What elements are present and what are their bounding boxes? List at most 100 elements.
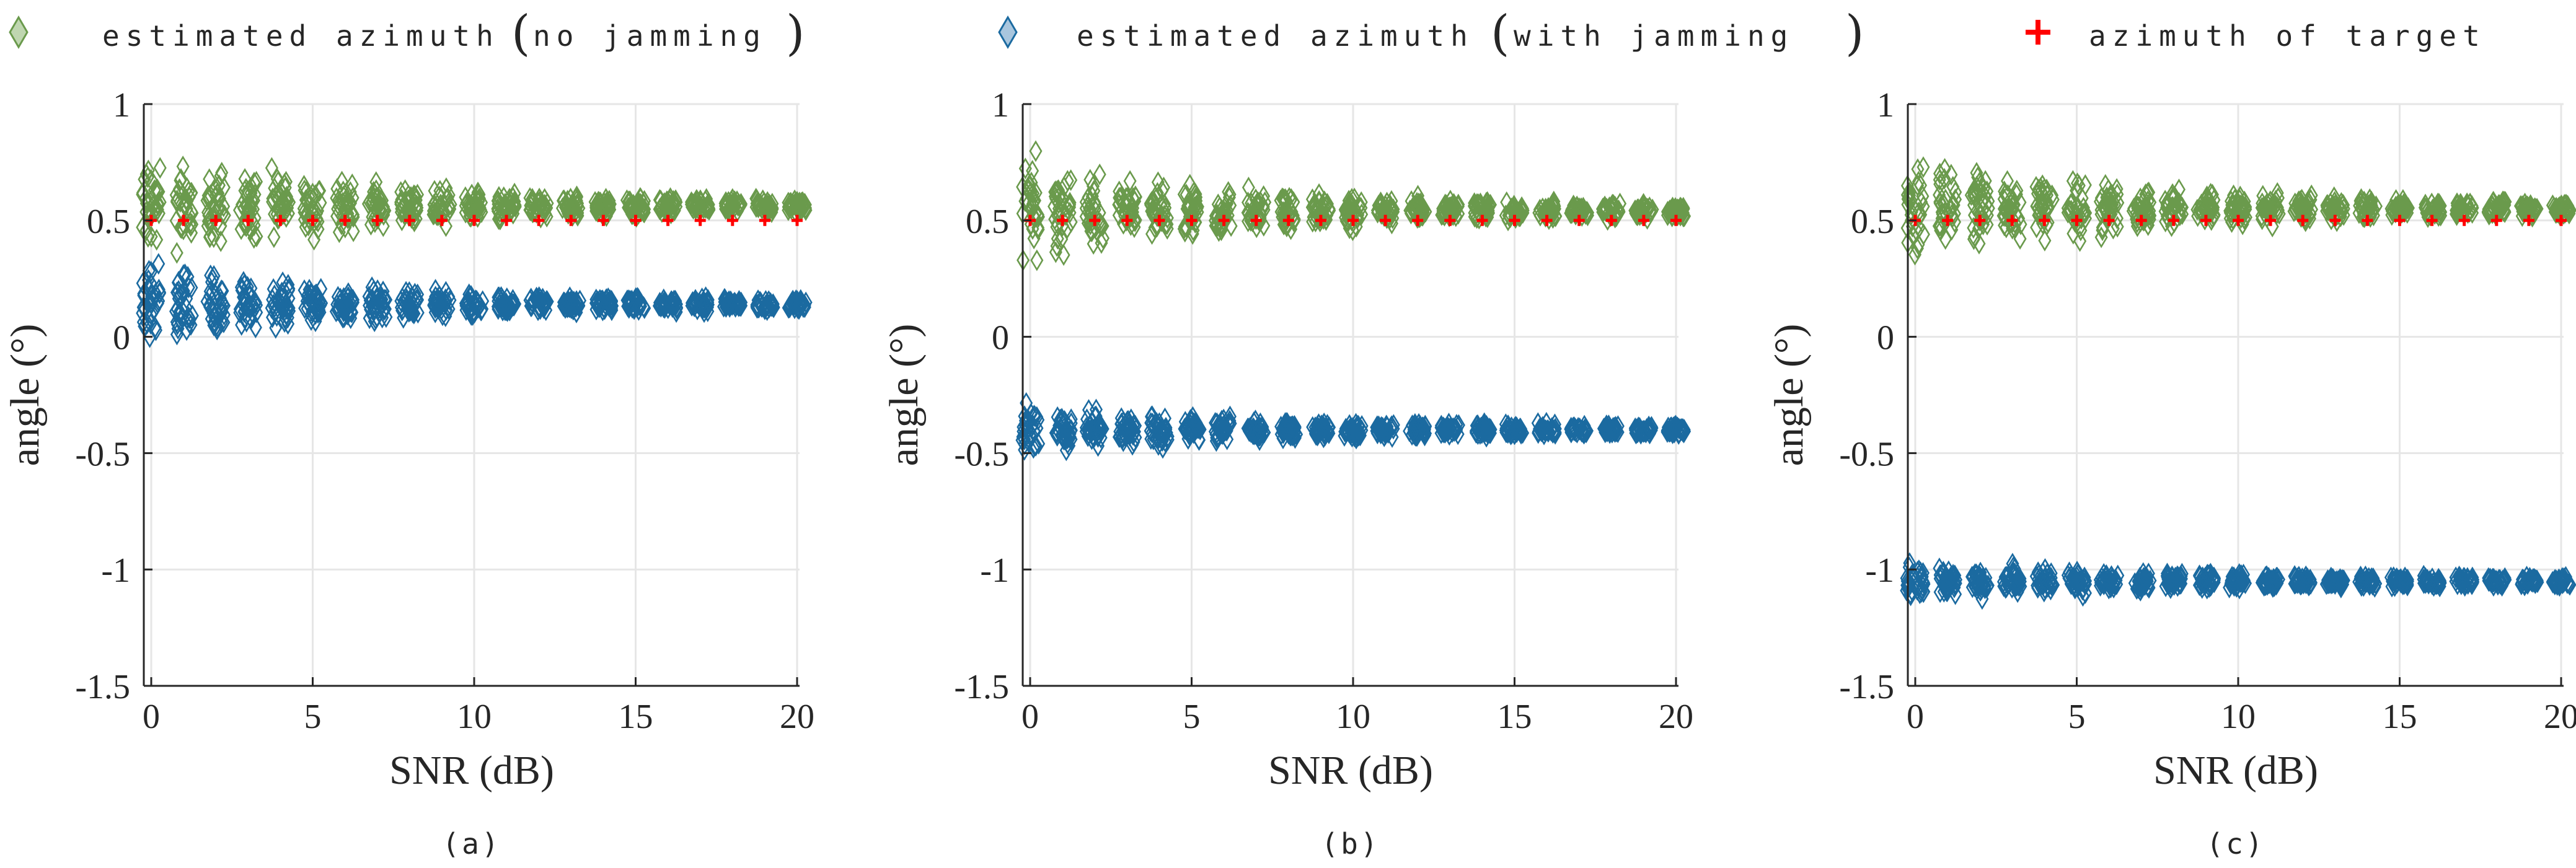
- data-point-diamond: [2030, 195, 2044, 217]
- data-point-diamond: [2291, 197, 2305, 219]
- data-point-diamond: [1063, 196, 1077, 218]
- data-point-diamond: [1611, 421, 1625, 444]
- data-point-diamond: [1975, 574, 1989, 597]
- data-point-diamond: [1374, 196, 1387, 219]
- data-point-diamond: [1967, 228, 1980, 250]
- data-point-diamond: [2552, 568, 2565, 590]
- data-point-diamond: [1535, 419, 1549, 442]
- y-tick-label: 1: [1877, 86, 1894, 125]
- data-point-diamond: [250, 226, 263, 248]
- data-point-diamond: [314, 191, 327, 214]
- data-point-diamond: [240, 196, 254, 218]
- data-point-diamond: [204, 264, 218, 287]
- data-point-diamond: [2266, 576, 2280, 598]
- legend-paren-open-no-jamming: (: [511, 6, 530, 61]
- data-point-diamond: [1215, 199, 1228, 221]
- x-axis-label: SNR (dB): [1268, 748, 1433, 793]
- data-point-diamond: [2071, 196, 2085, 219]
- data-point-diamond: [2387, 566, 2401, 589]
- data-point-diamond: [2097, 572, 2111, 594]
- data-point-diamond: [266, 306, 280, 328]
- data-point-diamond: [561, 196, 575, 218]
- x-tick-label: 20: [1659, 698, 1693, 736]
- data-point-diamond: [152, 278, 165, 300]
- data-point-diamond: [1021, 431, 1035, 453]
- data-point-diamond: [2365, 567, 2378, 589]
- data-point-diamond: [2385, 200, 2399, 222]
- data-point-diamond: [1384, 199, 1398, 222]
- data-point-diamond: [1436, 199, 1450, 222]
- data-point-diamond: [297, 175, 311, 197]
- data-point-diamond: [1095, 416, 1109, 439]
- data-point-diamond: [2030, 216, 2044, 239]
- data-point-diamond: [1284, 189, 1297, 211]
- data-point-diamond: [2195, 572, 2208, 595]
- data-point-diamond: [759, 296, 773, 318]
- data-point-diamond: [1051, 424, 1064, 447]
- data-point-diamond: [250, 301, 263, 323]
- data-point-diamond: [138, 315, 151, 338]
- data-point-target: [2233, 214, 2244, 226]
- data-point-diamond: [492, 290, 505, 312]
- data-point-diamond: [1161, 425, 1175, 447]
- x-tick-label: 20: [2544, 698, 2576, 736]
- data-point-diamond: [281, 279, 296, 302]
- data-point-diamond: [1354, 196, 1368, 219]
- data-point-diamond: [2207, 571, 2221, 594]
- data-point-diamond: [1661, 419, 1674, 442]
- data-point-diamond: [1243, 420, 1257, 442]
- data-point-diamond: [1970, 574, 1983, 597]
- data-point-diamond: [331, 198, 345, 220]
- data-point-target: [1250, 214, 1262, 226]
- data-point-target: [2362, 214, 2373, 226]
- data-point-diamond: [1181, 427, 1195, 450]
- data-point-diamond: [2097, 196, 2111, 218]
- data-point-diamond: [298, 279, 311, 301]
- data-point-diamond: [243, 283, 257, 305]
- data-point-diamond: [766, 293, 780, 315]
- data-point-diamond: [726, 193, 739, 216]
- data-point-target: [1380, 214, 1392, 226]
- data-point-diamond: [1085, 421, 1098, 444]
- data-point-diamond: [1029, 434, 1043, 457]
- data-point-diamond: [1223, 405, 1237, 427]
- data-point-diamond: [1912, 234, 1925, 256]
- data-point-diamond: [1631, 421, 1644, 444]
- data-point-diamond: [792, 198, 806, 220]
- data-point-diamond: [1017, 249, 1030, 271]
- data-point-diamond: [1600, 414, 1613, 437]
- data-point-diamond: [203, 285, 217, 307]
- data-point-diamond: [1241, 191, 1255, 214]
- data-point-diamond: [1089, 398, 1103, 421]
- data-point-diamond: [531, 191, 545, 214]
- data-point-diamond: [237, 271, 250, 293]
- x-tick-label: 0: [1021, 698, 1039, 736]
- data-point-diamond: [1911, 158, 1925, 180]
- data-point-target: [1348, 214, 1359, 226]
- data-point-diamond: [1947, 194, 1961, 216]
- legend-item-target: azimuth of target: [2026, 19, 2480, 53]
- data-point-diamond: [1029, 140, 1043, 162]
- data-point-diamond: [1638, 420, 1651, 442]
- data-point-diamond: [2038, 229, 2052, 252]
- data-point-diamond: [1057, 244, 1070, 266]
- data-point-diamond: [268, 284, 281, 307]
- data-point-diamond: [1577, 199, 1591, 221]
- data-point-diamond: [2040, 190, 2053, 213]
- data-point-diamond: [1664, 416, 1677, 439]
- data-point-diamond: [1149, 197, 1163, 219]
- data-point-diamond: [149, 319, 163, 341]
- data-point-diamond: [1536, 197, 1550, 219]
- data-point-diamond: [1980, 204, 1994, 226]
- data-point-diamond: [2172, 191, 2186, 214]
- data-point-diamond: [1058, 410, 1072, 432]
- data-point-diamond: [141, 226, 155, 248]
- data-point-diamond: [367, 298, 381, 320]
- legend-marker-target: [2026, 20, 2050, 45]
- data-point-diamond: [1087, 180, 1101, 202]
- data-point-diamond: [2562, 203, 2576, 225]
- data-point-diamond: [2190, 198, 2204, 221]
- data-point-diamond: [498, 295, 511, 317]
- data-point-diamond: [532, 286, 546, 309]
- data-point-diamond: [601, 291, 614, 313]
